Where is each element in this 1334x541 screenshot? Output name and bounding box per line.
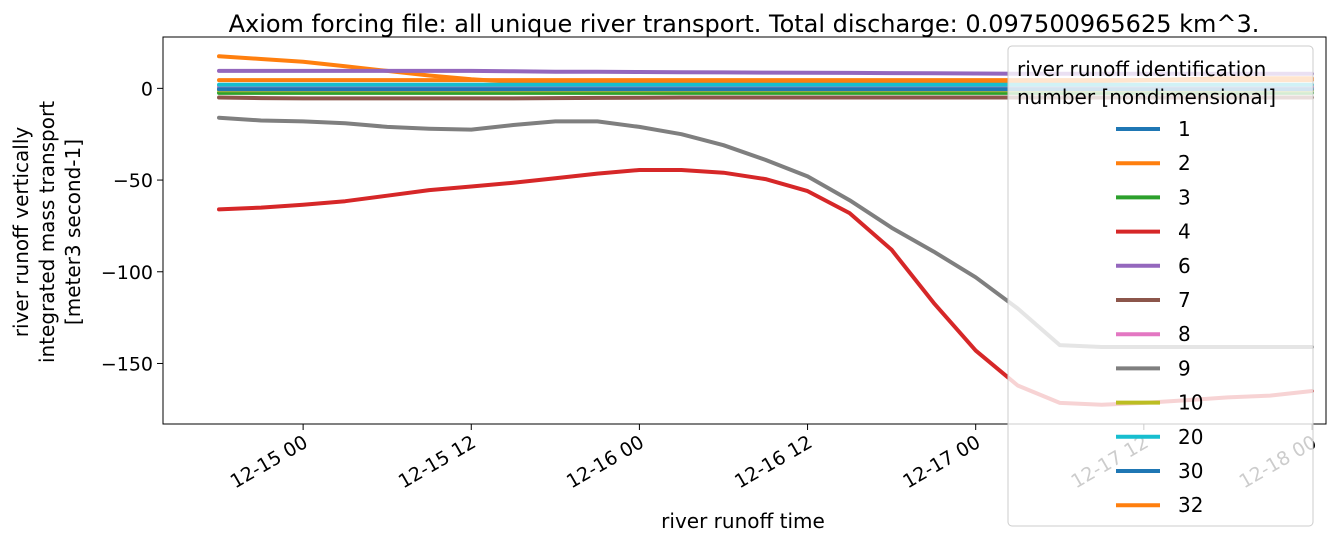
legend: river runoff identification number [nond…	[1007, 45, 1314, 527]
legend-label: 8	[1178, 322, 1191, 346]
y-axis-label: river runoff vertically integrated mass …	[9, 101, 85, 363]
legend-title-line: number [nondimensional]	[1017, 85, 1276, 109]
x-tick-label: 12-15 12	[395, 431, 480, 493]
legend-entries: 1 2 3 4 6 7 8 9 10 20 30 32	[1116, 117, 1203, 517]
legend-title-line: river runoff identification	[1017, 57, 1266, 81]
legend-label: 32	[1178, 493, 1203, 517]
legend-label: 2	[1178, 151, 1191, 175]
y-axis: 0 −50 −100 −150	[101, 78, 163, 375]
legend-label: 1	[1178, 117, 1191, 141]
y-axis-label-line: integrated mass transport	[35, 101, 59, 363]
legend-label: 7	[1178, 288, 1191, 312]
x-tick-label: 12-15 00	[227, 431, 312, 493]
x-tick-label: 12-16 00	[563, 431, 648, 493]
legend-box	[1007, 45, 1314, 527]
y-tick-label: 0	[141, 78, 153, 100]
axes-frame	[162, 36, 1327, 425]
y-axis-label-line: river runoff vertically	[9, 127, 33, 338]
y-tick-label: −100	[101, 262, 153, 284]
legend-label: 6	[1178, 254, 1191, 278]
y-tick-label: −150	[101, 353, 153, 375]
y-axis-label-line: [meter3 second-1]	[61, 139, 85, 325]
legend-label: 20	[1178, 425, 1203, 449]
legend-label: 4	[1178, 220, 1191, 244]
legend-label: 30	[1178, 459, 1203, 483]
legend-label: 9	[1178, 356, 1191, 380]
x-tick-label: 12-17 00	[899, 431, 984, 493]
legend-label: 3	[1178, 185, 1191, 209]
x-tick-label: 12-16 12	[731, 431, 816, 493]
chart-title: Axiom forcing file: all unique river tra…	[229, 10, 1260, 38]
legend-label: 10	[1178, 391, 1203, 415]
y-tick-label: −50	[113, 170, 153, 192]
x-axis-label: river runoff time	[661, 509, 825, 533]
